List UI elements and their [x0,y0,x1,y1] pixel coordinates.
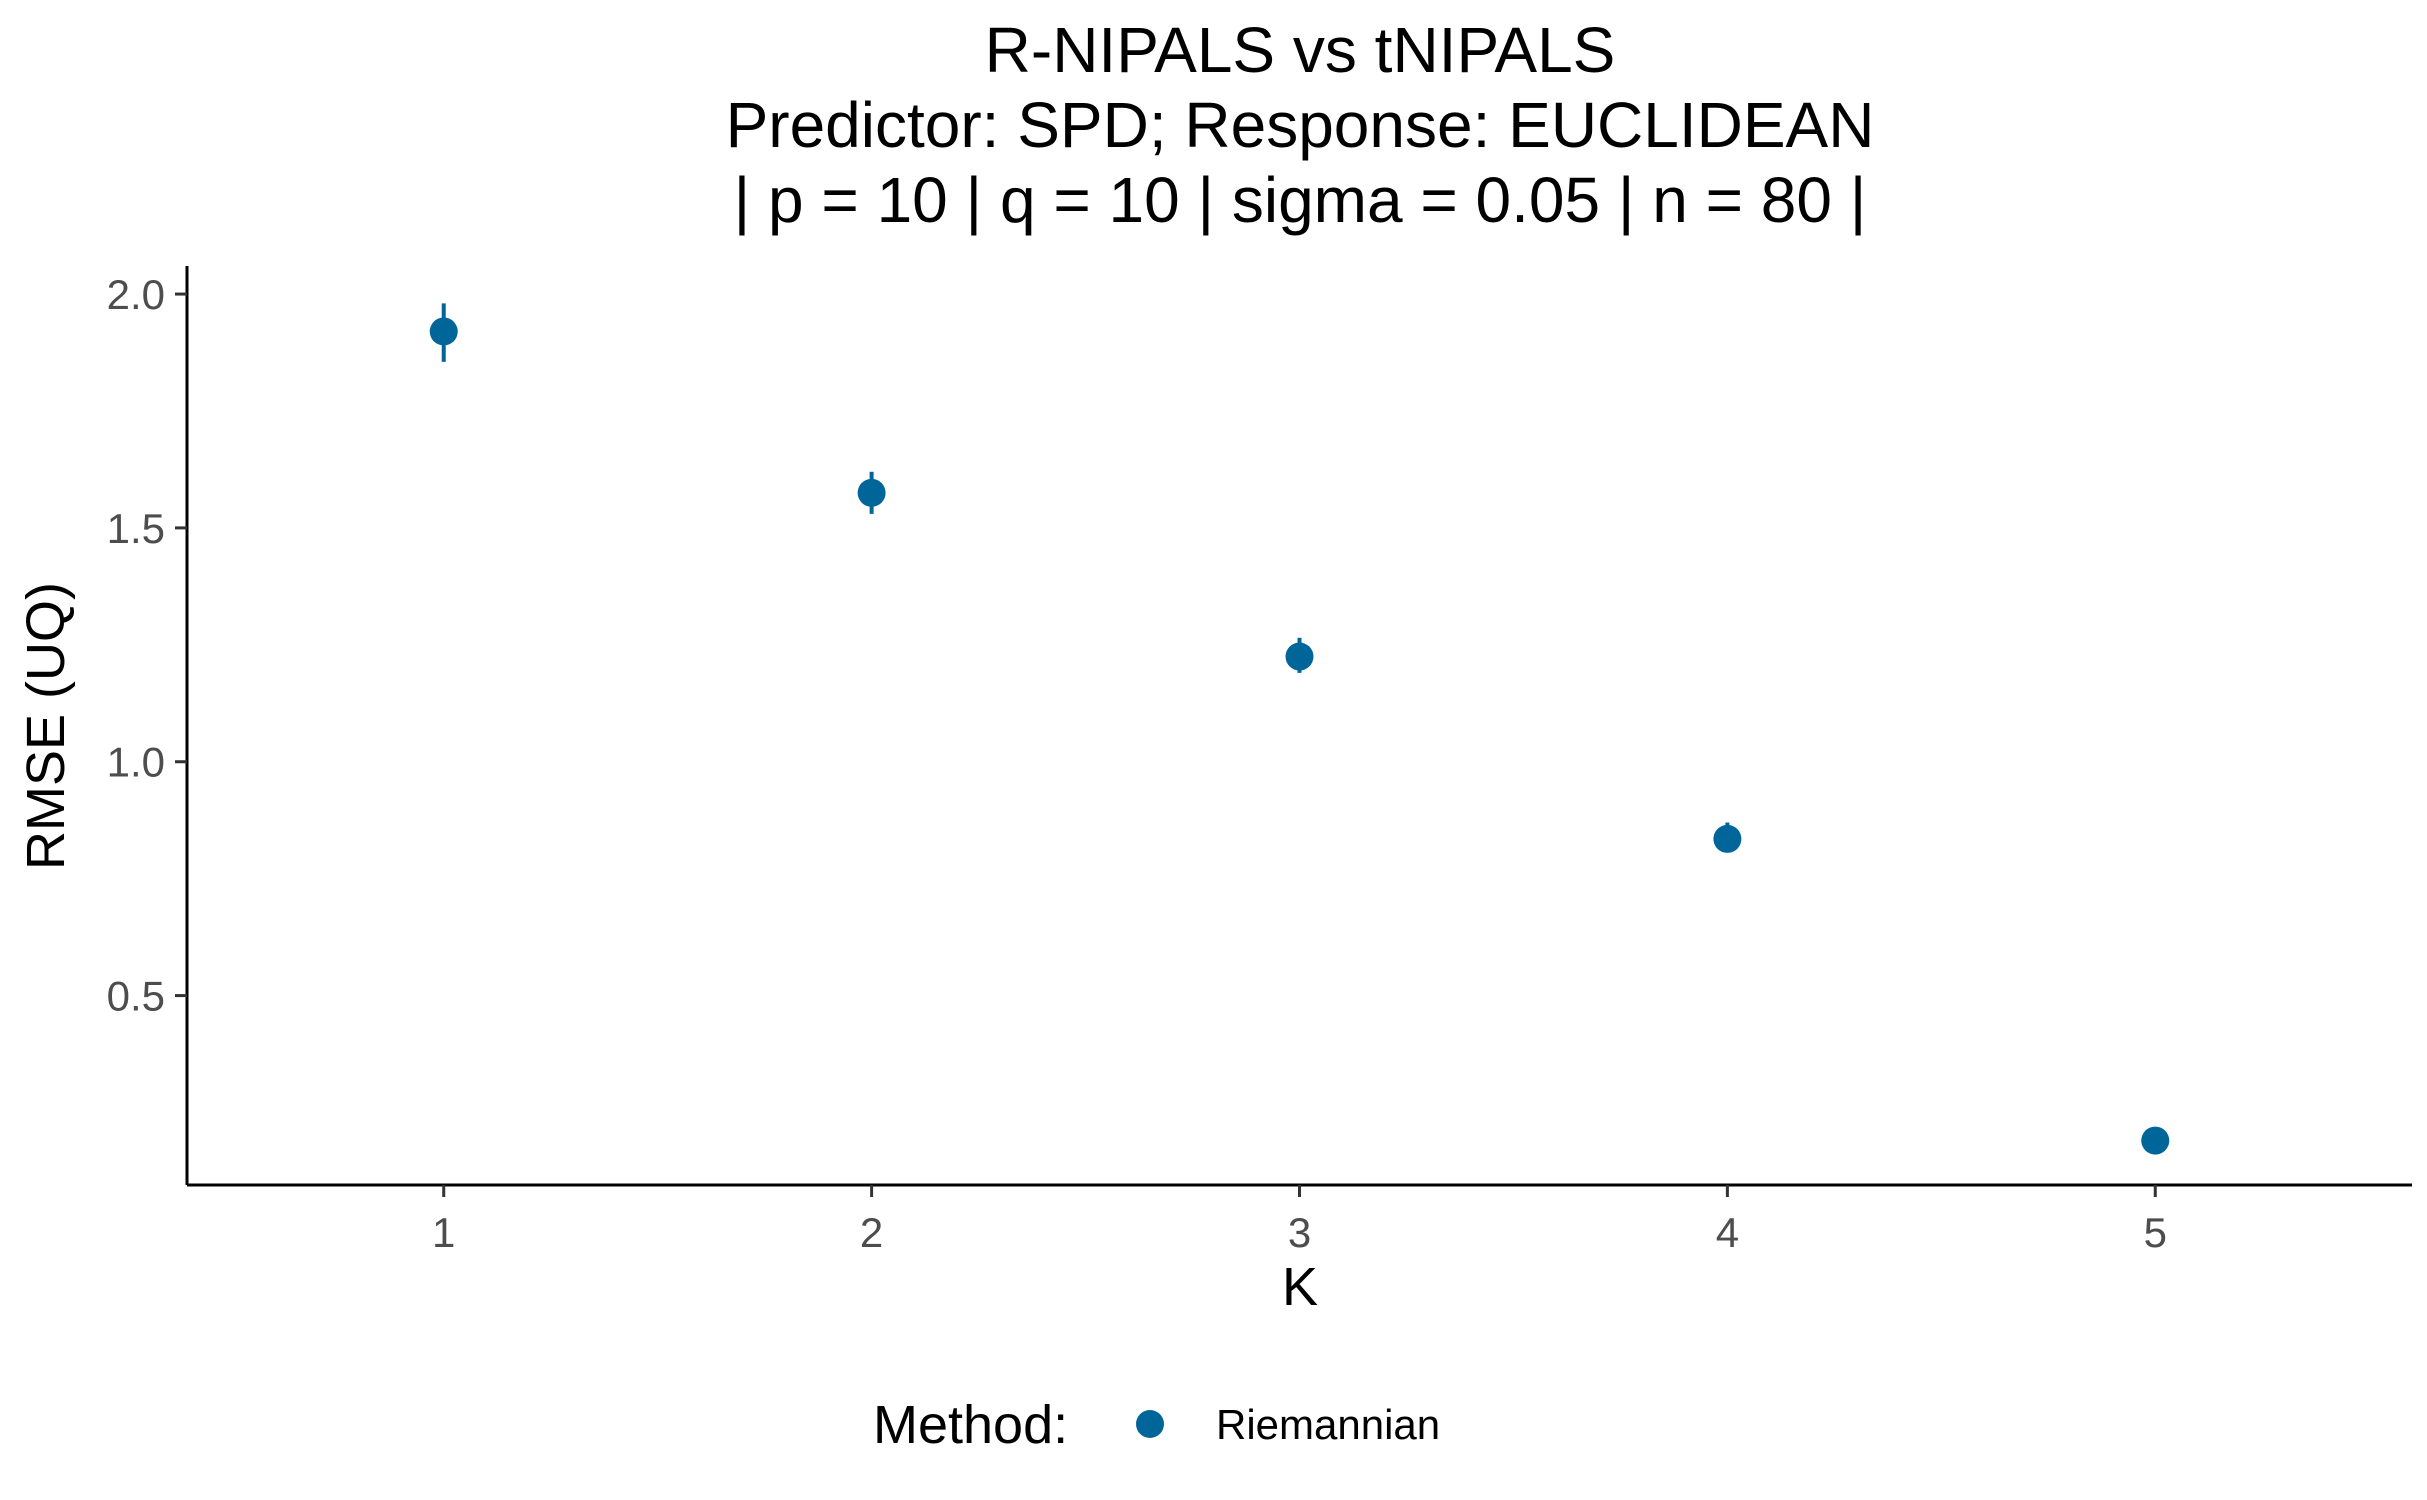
y-tick-label: 2.0 [107,271,165,318]
legend: Method: Riemannian [873,1395,1440,1455]
x-axis-title: K [1282,1257,1318,1317]
data-point [857,478,886,507]
data-point [1285,642,1314,671]
y-tick-label: 1.0 [107,739,165,786]
chart-title: R-NIPALS vs tNIPALS Predictor: SPD; Resp… [726,14,1875,236]
data-point [1713,824,1742,853]
y-tick-label: 0.5 [107,973,165,1020]
x-tick-label: 3 [1288,1209,1311,1256]
x-tick-label: 5 [2144,1209,2167,1256]
data-point [2141,1126,2170,1155]
data-point [429,317,458,346]
title-line-1: R-NIPALS vs tNIPALS [985,14,1616,86]
y-axis-ticks: 0.5 1.0 1.5 2.0 [107,271,187,1020]
x-tick-label: 4 [1716,1209,1739,1256]
x-axis-ticks: 1 2 3 4 5 [432,1185,2167,1256]
x-tick-label: 1 [432,1209,455,1256]
y-tick-label: 1.5 [107,505,165,552]
title-line-3: | p = 10 | q = 10 | sigma = 0.05 | n = 8… [734,164,1867,236]
y-axis-title: RMSE (UQ) [16,582,76,870]
legend-label-riemannian: Riemannian [1216,1401,1440,1448]
legend-title: Method: [873,1395,1068,1455]
title-line-2: Predictor: SPD; Response: EUCLIDEAN [726,89,1875,161]
x-tick-label: 2 [860,1209,883,1256]
data-series-riemannian [429,303,2170,1155]
legend-key-riemannian [1136,1410,1164,1438]
